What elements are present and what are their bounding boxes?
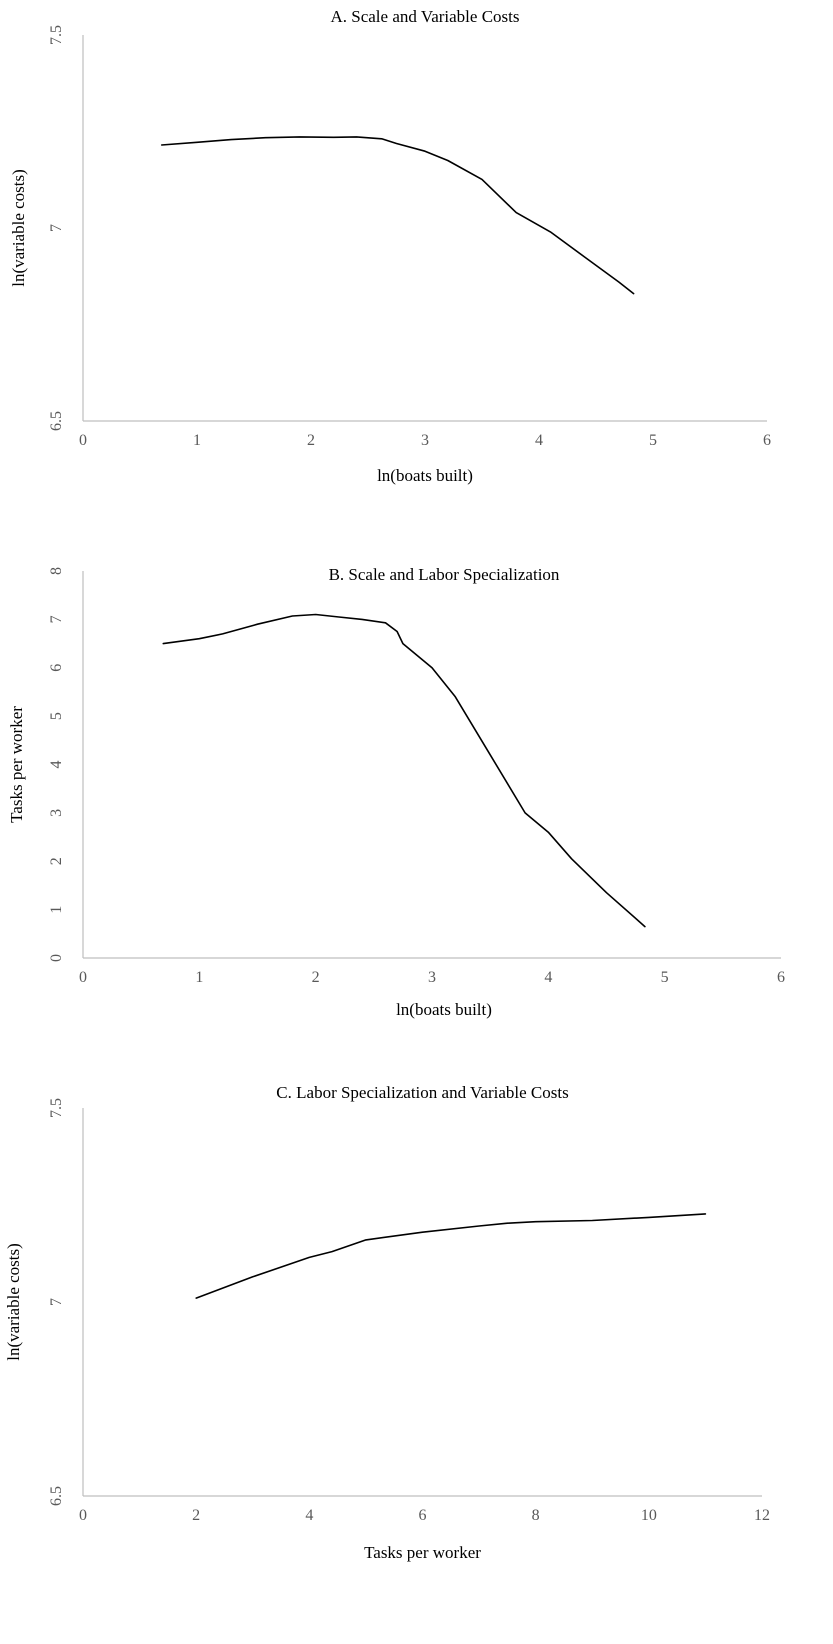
y-axis-label-a: ln(variable costs) [9, 169, 28, 287]
x-tick-label-c: 6 [419, 1507, 427, 1524]
x-axis-label-c: Tasks per worker [364, 1543, 481, 1562]
x-tick-label-b: 2 [312, 969, 320, 986]
x-axis-label-b: ln(boats built) [396, 1000, 492, 1019]
x-axis-label-a: ln(boats built) [377, 466, 473, 485]
y-tick-label-c: 6.5 [48, 1486, 65, 1506]
x-tick-label-b: 4 [544, 969, 552, 986]
x-tick-label-c: 2 [192, 1507, 200, 1524]
y-axis-label-b: Tasks per worker [7, 706, 26, 823]
y-tick-label-b: 1 [48, 906, 65, 914]
y-tick-label-b: 6 [48, 664, 65, 672]
panel-c: C. Labor Specialization and Variable Cos… [4, 1083, 770, 1562]
series-line-c [195, 1213, 707, 1299]
y-axis-label-c: ln(variable costs) [4, 1243, 23, 1361]
y-tick-label-b: 2 [48, 857, 65, 865]
y-tick-label-a: 7 [48, 224, 65, 232]
y-tick-label-b: 7 [48, 615, 65, 623]
x-tick-label-a: 5 [649, 432, 657, 449]
x-tick-label-b: 3 [428, 969, 436, 986]
y-tick-label-b: 8 [48, 567, 65, 575]
y-tick-label-b: 0 [48, 954, 65, 962]
y-tick-label-c: 7.5 [48, 1098, 65, 1118]
x-tick-label-a: 2 [307, 432, 315, 449]
x-tick-label-c: 12 [754, 1507, 770, 1524]
y-tick-label-b: 3 [48, 809, 65, 817]
y-tick-label-b: 4 [48, 761, 65, 769]
panel-b: B. Scale and Labor Specialization 0 1 2 3 4 5 6… [7, 565, 785, 1019]
x-tick-label-a: 3 [421, 432, 429, 449]
panel-a: A. Scale and Variable Costs 0 1 2 3 4 5 6 6.5 7 7.… [9, 7, 771, 485]
x-tick-label-c: 4 [305, 1507, 313, 1524]
x-tick-label-a: 4 [535, 432, 543, 449]
x-tick-label-c: 0 [79, 1507, 87, 1524]
x-tick-label-c: 10 [641, 1507, 657, 1524]
x-tick-label-c: 8 [532, 1507, 540, 1524]
x-tick-label-a: 0 [79, 432, 87, 449]
x-tick-label-b: 5 [661, 969, 669, 986]
x-tick-label-b: 0 [79, 969, 87, 986]
y-tick-label-a: 7.5 [48, 25, 65, 45]
x-tick-label-b: 6 [777, 969, 785, 986]
x-tick-label-a: 1 [193, 432, 201, 449]
chart-title-a: A. Scale and Variable Costs [330, 7, 519, 26]
y-tick-label-a: 6.5 [48, 411, 65, 431]
chart-title-b: B. Scale and Labor Specialization [329, 565, 560, 584]
y-tick-label-c: 7 [48, 1298, 65, 1306]
series-line-b [162, 613, 646, 928]
series-line-a [160, 136, 635, 295]
y-tick-label-b: 5 [48, 712, 65, 720]
chart-title-c: C. Labor Specialization and Variable Cos… [276, 1083, 568, 1102]
x-tick-label-a: 6 [763, 432, 771, 449]
x-tick-label-b: 1 [195, 969, 203, 986]
